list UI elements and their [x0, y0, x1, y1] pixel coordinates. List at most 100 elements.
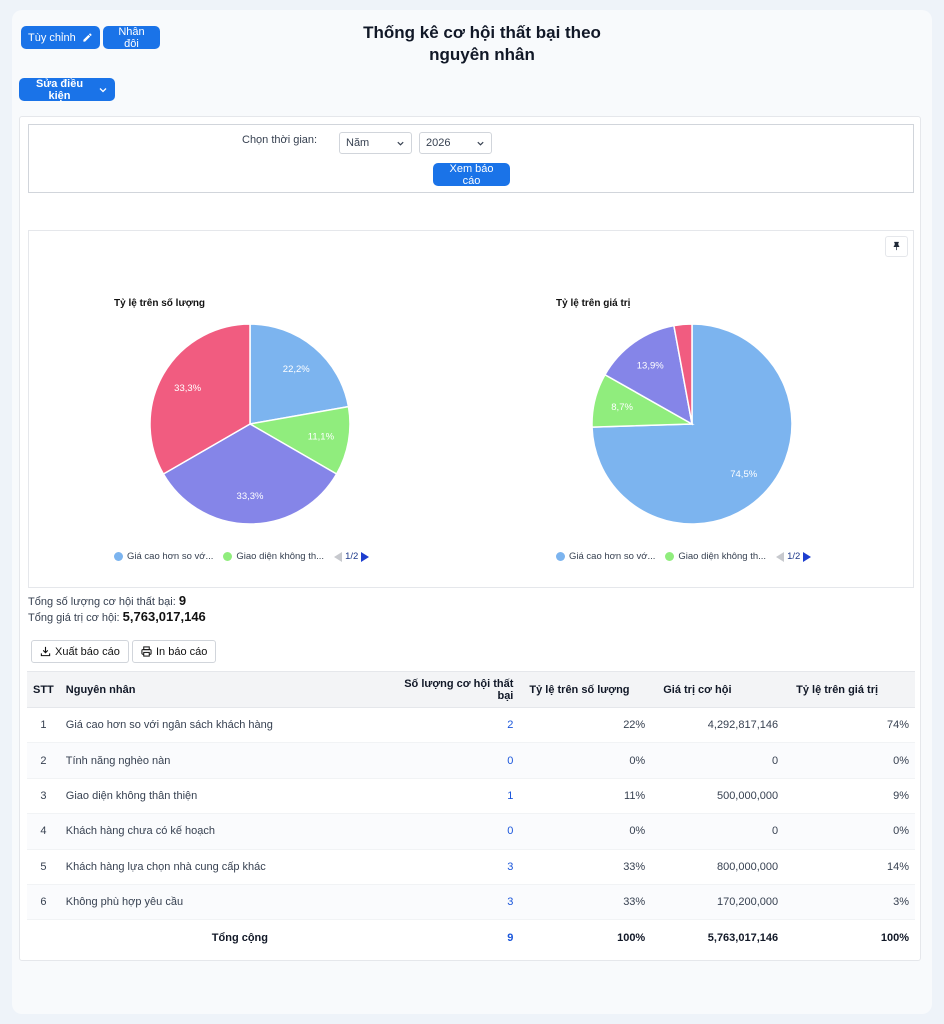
pie-data-label: 33,3% [174, 383, 201, 394]
chart-title-value: Tỷ lệ trên giá trị [556, 298, 631, 309]
prev-page-icon[interactable] [776, 551, 785, 562]
cell-count[interactable]: 0 [384, 742, 520, 779]
cell-stt: 3 [27, 778, 60, 815]
pie-data-label: 11,1% [308, 432, 335, 443]
table-total-row: Tổng cộng 9 100% 5,763,017,146 100% [27, 920, 915, 956]
download-icon [40, 646, 51, 657]
cell-value-pct: 14% [784, 849, 915, 885]
report-table: STT Nguyên nhân Số lượng cơ hội thất bại… [27, 671, 915, 956]
cell-stt: 2 [27, 742, 60, 779]
cell-value: 170,200,000 [651, 884, 785, 921]
cell-reason: Giá cao hơn so với ngân sách khách hàng [59, 707, 385, 744]
total-label: Tổng cộng [211, 932, 268, 945]
cell-stt: 5 [27, 849, 60, 885]
pie-chart-quantity: 22,2% 11,1% 33,3% 33,3% [149, 323, 351, 525]
cell-reason: Giao diện không thân thiện [59, 778, 385, 815]
legend-dot [114, 552, 123, 561]
legend-item[interactable]: Giao diện không th... [223, 551, 324, 562]
header-count-pct: Tỷ lệ trên số lượng [519, 671, 652, 708]
pie-data-label: 33,3% [237, 491, 264, 502]
summary-count-value: 9 [178, 593, 187, 608]
header-value: Giá trị cơ hội [651, 671, 785, 708]
cell-value-pct: 9% [784, 778, 915, 815]
next-page-icon[interactable] [803, 551, 812, 562]
legend-item[interactable]: Giá cao hơn so vớ... [556, 551, 655, 562]
legend-label: Giá cao hơn so vớ... [127, 551, 214, 562]
period-value: Năm [346, 137, 370, 149]
cell-count-pct: 22% [519, 707, 652, 744]
view-report-label: Xem báo cáo [449, 162, 494, 187]
cell-reason: Tính năng nghèo nàn [59, 742, 385, 779]
time-label: Chọn thời gian: [242, 134, 318, 146]
chevron-down-icon [98, 85, 108, 95]
cell-value: 800,000,000 [651, 849, 785, 885]
legend-label: Giao diện không th... [678, 551, 767, 562]
pie-slice[interactable] [249, 323, 350, 425]
pencil-icon [82, 32, 93, 43]
printer-icon [141, 646, 152, 657]
legend-pager: 1/2 [776, 551, 812, 562]
cell-reason: Khách hàng chưa có kế hoạch [59, 813, 385, 850]
table-row: 2 Tính năng nghèo nàn 0 0% 0 0% [27, 742, 915, 779]
cell-value: 0 [651, 742, 785, 779]
cell-value: 500,000,000 [651, 778, 785, 815]
pie-slice[interactable] [603, 324, 694, 426]
page-title: Thống kê cơ hội thất bại theo nguyên nhâ… [363, 23, 601, 64]
legend-item[interactable]: Giá cao hơn so vớ... [114, 551, 213, 562]
pie-slice[interactable] [247, 405, 351, 476]
summary-count: Tổng số lượng cơ hội thất bại: 9 [28, 593, 186, 608]
chevron-down-icon [476, 139, 485, 148]
cell-value-pct: 74% [784, 707, 915, 744]
cell-count-pct: 0% [519, 742, 652, 779]
filter-panel: Chọn thời gian: Năm 2026 Xem báo cáo [28, 124, 914, 193]
export-report-label: Xuất báo cáo [55, 645, 120, 658]
print-report-button[interactable]: In báo cáo [132, 640, 217, 663]
year-value: 2026 [426, 137, 451, 149]
pie-data-label: 74,5% [730, 469, 757, 480]
legend-item[interactable]: Giao diện không th... [665, 551, 766, 562]
pie-data-label: 22,2% [283, 364, 310, 375]
pie-slice[interactable] [149, 323, 251, 476]
cell-reason: Không phù hợp yêu cầu [59, 884, 385, 921]
chart-title-quantity: Tỷ lệ trên số lượng [114, 298, 206, 309]
table-row: 6 Không phù hợp yêu cầu 3 33% 170,200,000 3% [27, 884, 915, 921]
edit-conditions-button[interactable]: Sửa điều kiện [19, 78, 115, 102]
header-reason: Nguyên nhân [59, 671, 385, 708]
cell-count[interactable]: 3 [384, 849, 520, 885]
pie-slice[interactable] [673, 323, 693, 425]
pin-icon [891, 241, 902, 252]
cell-reason: Khách hàng lựa chọn nhà cung cấp khác [59, 849, 385, 885]
header-stt: STT [27, 671, 60, 708]
legend-label: Giá cao hơn so vớ... [569, 551, 656, 562]
prev-page-icon[interactable] [334, 551, 343, 562]
cell-count[interactable]: 3 [384, 884, 520, 921]
duplicate-button[interactable]: Nhân đôi [103, 25, 160, 50]
cell-count[interactable]: 2 [384, 707, 520, 744]
pie-data-label: 13,9% [637, 360, 664, 371]
cell-count-pct: 11% [519, 778, 652, 815]
customize-button[interactable]: Tùy chỉnh [21, 26, 100, 49]
summary-value-value: 5,763,017,146 [122, 609, 206, 624]
table-row: 1 Giá cao hơn so với ngân sách khách hàng… [27, 707, 915, 744]
period-select[interactable]: Năm [339, 132, 412, 154]
report-page: Tùy chỉnh Nhân đôi Thống kê cơ hội thất … [12, 10, 932, 1014]
view-report-button[interactable]: Xem báo cáo [433, 162, 510, 187]
total-value: 5,763,017,146 [707, 932, 779, 945]
legend-page: 1/2 [345, 551, 359, 562]
total-empty [27, 920, 60, 956]
pie-chart-value: 74,5% 8,7% 13,9% [591, 323, 793, 525]
total-count[interactable]: 9 [507, 932, 514, 945]
summary-count-label: Tổng số lượng cơ hội thất bại: [28, 596, 176, 608]
cell-count[interactable]: 1 [384, 778, 520, 815]
export-report-button[interactable]: Xuất báo cáo [31, 640, 129, 663]
cell-value: 4,292,817,146 [651, 707, 785, 744]
cell-count[interactable]: 0 [384, 813, 520, 850]
header-value-pct: Tỷ lệ trên giá trị [784, 671, 915, 708]
pie-data-label: 8,7% [611, 402, 633, 413]
duplicate-label: Nhân đôi [118, 25, 145, 50]
table-row: 3 Giao diện không thân thiện 1 11% 500,000,0… [27, 778, 915, 815]
pin-button[interactable] [885, 236, 908, 257]
next-page-icon[interactable] [361, 551, 370, 562]
cell-count-pct: 33% [519, 849, 652, 885]
year-select[interactable]: 2026 [419, 132, 492, 154]
